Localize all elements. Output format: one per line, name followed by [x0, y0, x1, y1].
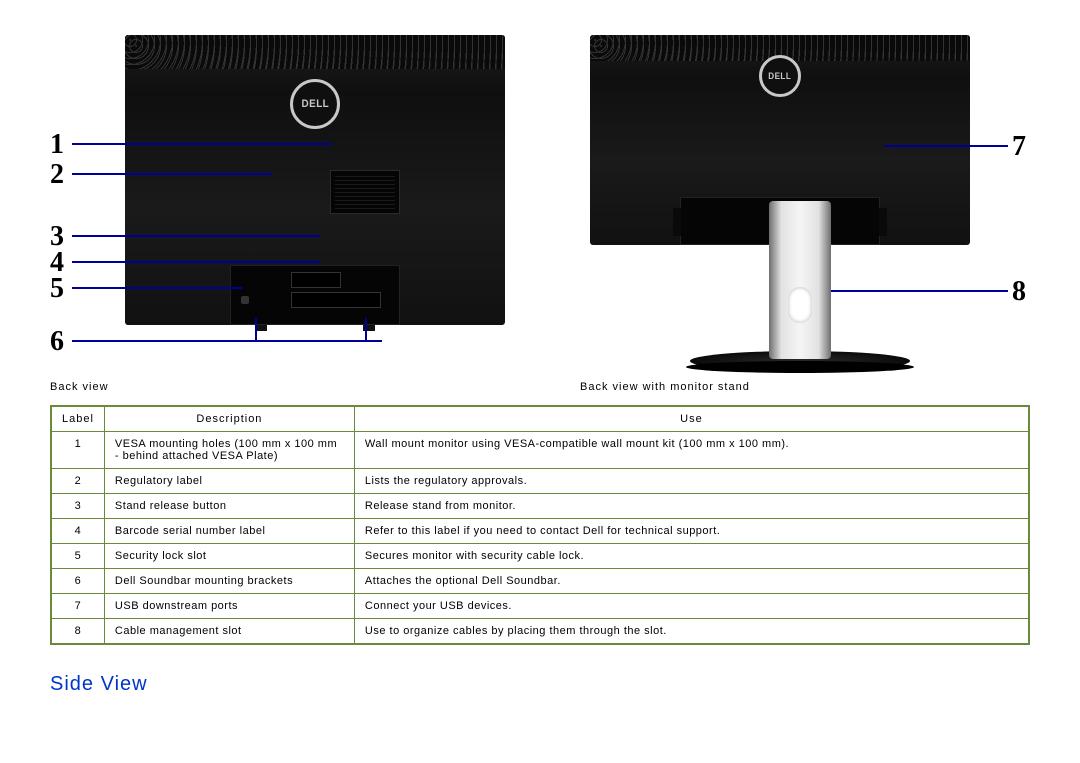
table-row: 4 Barcode serial number label Refer to t…: [51, 519, 1029, 544]
figure-row: DELL 1 2 3 4 5 6: [50, 35, 1030, 375]
description-table: Label Description Use 1 VESA mounting ho…: [50, 405, 1030, 645]
dell-logo-text: DELL: [769, 71, 792, 81]
callout-line: [884, 145, 1008, 147]
monitor-stand-neck: [769, 201, 831, 359]
table-row: 1 VESA mounting holes (100 mm x 100 mm -…: [51, 432, 1029, 469]
cell-use: Refer to this label if you need to conta…: [354, 519, 1029, 544]
cell-desc: VESA mounting holes (100 mm x 100 mm - b…: [104, 432, 354, 469]
callout-line-vertical: [365, 318, 367, 340]
callout-number-5: 5: [50, 273, 64, 305]
cell-desc: Barcode serial number label: [104, 519, 354, 544]
figure-captions: Back view Back view with monitor stand: [50, 381, 1030, 393]
cell-label: 5: [51, 544, 104, 569]
callout-number-7: 7: [1012, 131, 1030, 163]
callout-line: [72, 261, 320, 263]
port-graphic: [291, 272, 341, 288]
cell-desc: Regulatory label: [104, 469, 354, 494]
back-view-figure: DELL 1 2 3 4 5 6: [50, 35, 510, 375]
table-row: 6 Dell Soundbar mounting brackets Attach…: [51, 569, 1029, 594]
callout-line: [806, 290, 1008, 292]
cable-slot-graphic: [788, 287, 812, 323]
cell-label: 8: [51, 619, 104, 645]
vent-pattern: [125, 35, 505, 69]
security-slot-graphic: [241, 296, 249, 304]
table-row: 3 Stand release button Release stand fro…: [51, 494, 1029, 519]
monitor-back-illustration: DELL: [125, 35, 505, 325]
regulatory-label-graphic: [330, 170, 400, 214]
caption-right: Back view with monitor stand: [580, 381, 750, 393]
table-body: 1 VESA mounting holes (100 mm x 100 mm -…: [51, 432, 1029, 645]
dell-logo-icon: DELL: [290, 79, 340, 129]
callout-line: [72, 143, 332, 145]
table-header-use: Use: [354, 406, 1029, 432]
callout-line-vertical: [255, 318, 257, 340]
cell-desc: Dell Soundbar mounting brackets: [104, 569, 354, 594]
callout-number-6: 6: [50, 326, 64, 358]
cell-use: Lists the regulatory approvals.: [354, 469, 1029, 494]
back-view-stand-figure: DELL 7 8: [570, 35, 1030, 375]
dell-logo-text: DELL: [301, 98, 329, 110]
cell-label: 7: [51, 594, 104, 619]
callout-line: [72, 287, 242, 289]
callout-number-2: 2: [50, 159, 64, 191]
cell-desc: Cable management slot: [104, 619, 354, 645]
cell-desc: Security lock slot: [104, 544, 354, 569]
cell-label: 3: [51, 494, 104, 519]
cell-use: Secures monitor with security cable lock…: [354, 544, 1029, 569]
callout-line: [72, 173, 272, 175]
caption-left: Back view: [50, 381, 580, 393]
cell-use: Release stand from monitor.: [354, 494, 1029, 519]
table-row: 8 Cable management slot Use to organize …: [51, 619, 1029, 645]
document-page: DELL 1 2 3 4 5 6: [0, 0, 1080, 716]
table-header-row: Label Description Use: [51, 406, 1029, 432]
callout-number-1: 1: [50, 129, 64, 161]
cell-use: Wall mount monitor using VESA-compatible…: [354, 432, 1029, 469]
cell-use: Use to organize cables by placing them t…: [354, 619, 1029, 645]
cell-label: 1: [51, 432, 104, 469]
table-header-label: Label: [51, 406, 104, 432]
callout-line: [72, 235, 320, 237]
barcode-graphic: [291, 292, 381, 308]
cell-use: Attaches the optional Dell Soundbar.: [354, 569, 1029, 594]
callout-number-8: 8: [1012, 276, 1030, 308]
io-panel-graphic: [230, 265, 400, 325]
section-heading-side-view: Side View: [50, 673, 1030, 696]
cell-desc: Stand release button: [104, 494, 354, 519]
cell-label: 4: [51, 519, 104, 544]
table-row: 2 Regulatory label Lists the regulatory …: [51, 469, 1029, 494]
dell-logo-icon: DELL: [759, 55, 801, 97]
cell-use: Connect your USB devices.: [354, 594, 1029, 619]
table-header-desc: Description: [104, 406, 354, 432]
cell-label: 2: [51, 469, 104, 494]
cell-desc: USB downstream ports: [104, 594, 354, 619]
cell-label: 6: [51, 569, 104, 594]
callout-line: [72, 340, 382, 342]
table-row: 5 Security lock slot Secures monitor wit…: [51, 544, 1029, 569]
table-row: 7 USB downstream ports Connect your USB …: [51, 594, 1029, 619]
